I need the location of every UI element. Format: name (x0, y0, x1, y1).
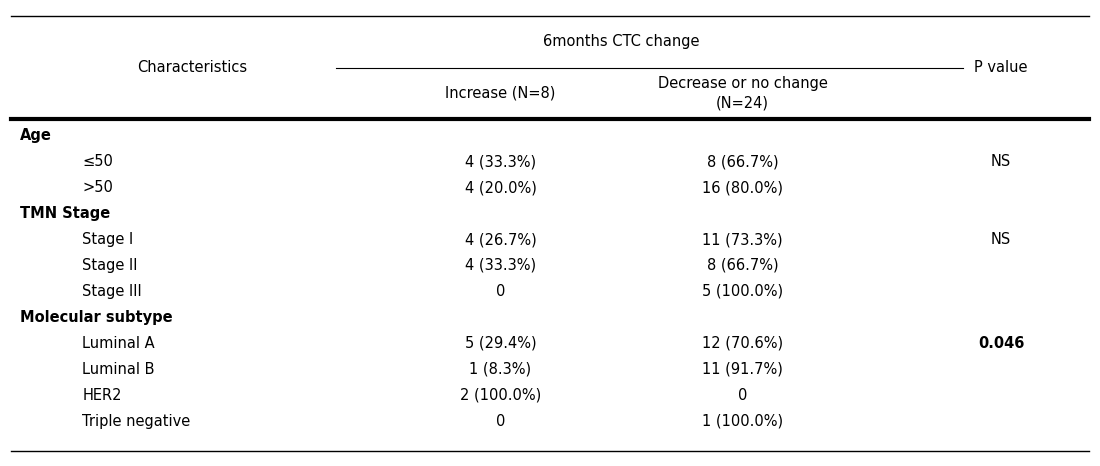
Text: NS: NS (991, 232, 1011, 247)
Text: Decrease or no change
(N=24): Decrease or no change (N=24) (658, 76, 827, 110)
Text: 12 (70.6%): 12 (70.6%) (702, 336, 783, 351)
Text: 5 (100.0%): 5 (100.0%) (702, 284, 783, 299)
Text: 8 (66.7%): 8 (66.7%) (706, 154, 779, 169)
Text: TMN Stage: TMN Stage (20, 206, 110, 221)
Text: Stage III: Stage III (82, 284, 142, 299)
Text: HER2: HER2 (82, 388, 122, 403)
Text: 11 (91.7%): 11 (91.7%) (702, 362, 783, 377)
Text: 4 (33.3%): 4 (33.3%) (465, 258, 536, 273)
Text: 8 (66.7%): 8 (66.7%) (706, 258, 779, 273)
Text: 6months CTC change: 6months CTC change (543, 34, 700, 49)
Text: 0: 0 (496, 414, 505, 429)
Text: 11 (73.3%): 11 (73.3%) (702, 232, 783, 247)
Text: Stage I: Stage I (82, 232, 134, 247)
Text: 0: 0 (738, 388, 747, 403)
Text: >50: >50 (82, 180, 113, 195)
Text: ≤50: ≤50 (82, 154, 113, 169)
Text: 0: 0 (496, 284, 505, 299)
Text: Molecular subtype: Molecular subtype (20, 310, 173, 325)
Text: 4 (20.0%): 4 (20.0%) (464, 180, 537, 195)
Text: Luminal A: Luminal A (82, 336, 155, 351)
Text: NS: NS (991, 154, 1011, 169)
Text: Stage II: Stage II (82, 258, 138, 273)
Text: Increase (N=8): Increase (N=8) (446, 86, 556, 101)
Text: 5 (29.4%): 5 (29.4%) (464, 336, 537, 351)
Text: Triple negative: Triple negative (82, 414, 190, 429)
Text: 1 (8.3%): 1 (8.3%) (470, 362, 531, 377)
Text: 1 (100.0%): 1 (100.0%) (702, 414, 783, 429)
Text: 0.046: 0.046 (978, 336, 1024, 351)
Text: 16 (80.0%): 16 (80.0%) (702, 180, 783, 195)
Text: Characteristics: Characteristics (138, 60, 248, 75)
Text: 4 (33.3%): 4 (33.3%) (465, 154, 536, 169)
Text: Age: Age (20, 128, 52, 143)
Text: 2 (100.0%): 2 (100.0%) (460, 388, 541, 403)
Text: 4 (26.7%): 4 (26.7%) (464, 232, 537, 247)
Text: P value: P value (975, 60, 1027, 75)
Text: Luminal B: Luminal B (82, 362, 155, 377)
